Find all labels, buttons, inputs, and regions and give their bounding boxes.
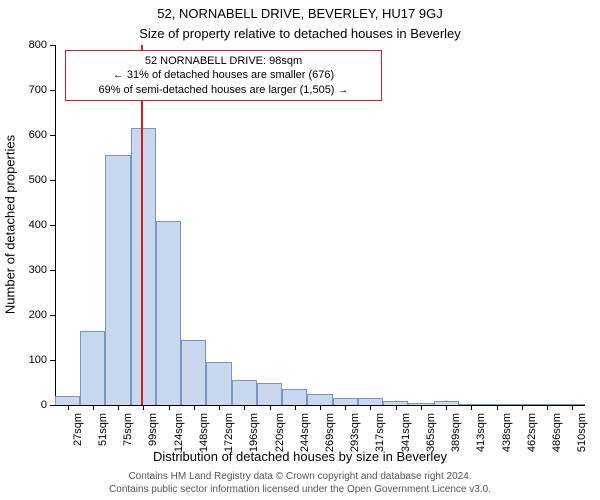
annotation-line: ← 31% of detached houses are smaller (67… xyxy=(72,68,375,82)
histogram-bar xyxy=(358,398,383,405)
histogram-bar xyxy=(131,128,156,405)
y-tick-label: 600 xyxy=(17,129,47,141)
histogram-bar xyxy=(80,331,105,405)
y-tick-label: 300 xyxy=(17,264,47,276)
y-tick xyxy=(50,405,55,406)
histogram-bar xyxy=(181,340,206,405)
histogram-bar xyxy=(232,380,257,405)
x-tick xyxy=(320,405,321,410)
x-tick xyxy=(194,405,195,410)
y-tick xyxy=(50,360,55,361)
x-tick xyxy=(547,405,548,410)
x-tick xyxy=(93,405,94,410)
y-tick-label: 800 xyxy=(17,39,47,51)
y-tick-label: 500 xyxy=(17,174,47,186)
histogram-bar xyxy=(257,383,282,406)
y-tick-label: 100 xyxy=(17,354,47,366)
x-tick xyxy=(446,405,447,410)
x-tick xyxy=(471,405,472,410)
histogram-bar xyxy=(105,155,130,405)
attribution-line2: Contains public sector information licen… xyxy=(0,484,600,497)
x-tick xyxy=(497,405,498,410)
attribution: Contains HM Land Registry data © Crown c… xyxy=(0,471,600,496)
x-tick xyxy=(219,405,220,410)
y-tick-label: 0 xyxy=(17,399,47,411)
page-title-line1: 52, NORNABELL DRIVE, BEVERLEY, HU17 9GJ xyxy=(0,6,600,21)
y-tick xyxy=(50,90,55,91)
x-tick xyxy=(270,405,271,410)
chart-page: 52, NORNABELL DRIVE, BEVERLEY, HU17 9GJ … xyxy=(0,0,600,500)
x-tick xyxy=(68,405,69,410)
annotation-line: 52 NORNABELL DRIVE: 98sqm xyxy=(72,54,375,68)
y-tick xyxy=(50,135,55,136)
x-tick xyxy=(572,405,573,410)
y-tick xyxy=(50,315,55,316)
x-tick xyxy=(143,405,144,410)
x-tick xyxy=(522,405,523,410)
x-tick xyxy=(370,405,371,410)
x-tick xyxy=(118,405,119,410)
y-tick xyxy=(50,225,55,226)
histogram-bar xyxy=(156,221,181,406)
y-axis-label: Number of detached properties xyxy=(3,45,18,405)
x-tick xyxy=(345,405,346,410)
annotation-box: 52 NORNABELL DRIVE: 98sqm← 31% of detach… xyxy=(65,50,382,101)
x-tick xyxy=(244,405,245,410)
annotation-line: 69% of semi-detached houses are larger (… xyxy=(72,83,375,97)
y-tick-label: 200 xyxy=(17,309,47,321)
x-tick xyxy=(421,405,422,410)
y-tick xyxy=(50,270,55,271)
y-axis-line xyxy=(55,45,56,405)
histogram-bar xyxy=(333,398,358,405)
x-axis-label: Distribution of detached houses by size … xyxy=(0,449,600,464)
page-title-line2: Size of property relative to detached ho… xyxy=(0,26,600,41)
histogram-bar xyxy=(282,389,307,405)
histogram-bar xyxy=(206,362,231,405)
y-tick-label: 700 xyxy=(17,84,47,96)
y-tick-label: 400 xyxy=(17,219,47,231)
y-tick xyxy=(50,45,55,46)
x-tick xyxy=(396,405,397,410)
histogram-bar xyxy=(55,396,80,405)
histogram-bar xyxy=(307,394,332,405)
x-tick xyxy=(169,405,170,410)
attribution-line1: Contains HM Land Registry data © Crown c… xyxy=(0,471,600,484)
y-tick xyxy=(50,180,55,181)
x-tick xyxy=(295,405,296,410)
